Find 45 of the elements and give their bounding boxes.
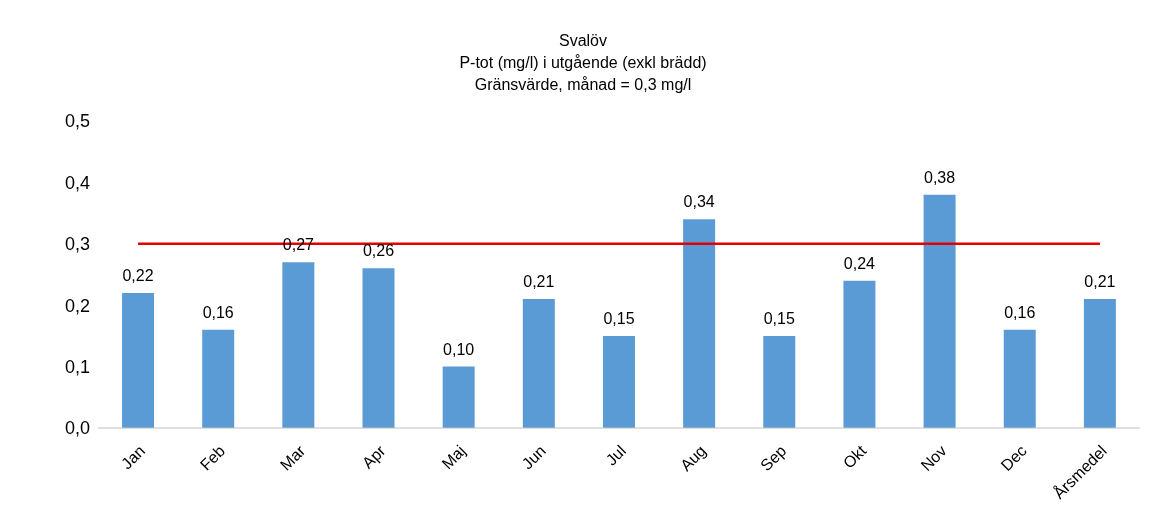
bar [602, 335, 635, 428]
data-label: 0,16 [1004, 303, 1036, 321]
y-tick-label: 0,2 [64, 295, 90, 316]
y-tick-label: 0,1 [64, 356, 90, 377]
x-tick-label: Sep [757, 441, 790, 475]
data-label: 0,24 [843, 254, 876, 272]
data-label: 0,38 [924, 168, 956, 186]
x-tick-label: Jul [602, 442, 630, 469]
bar [362, 268, 395, 428]
data-label: 0,26 [362, 242, 395, 260]
x-tick-label: Jan [117, 442, 149, 473]
data-label: 0,22 [122, 266, 154, 284]
x-tick-label: Dec [997, 442, 1030, 475]
bar [1083, 299, 1116, 428]
bar [202, 329, 235, 428]
bar [442, 366, 475, 428]
bar [122, 292, 155, 428]
y-tick-label: 0,4 [64, 172, 90, 193]
data-label: 0,16 [202, 303, 234, 321]
x-tick-label: Nov [917, 442, 950, 475]
data-label: 0,21 [1084, 273, 1116, 291]
bar [282, 262, 315, 428]
y-tick-label: 0,0 [64, 418, 90, 439]
bar [1003, 329, 1036, 428]
data-label: 0,34 [683, 193, 715, 211]
x-tick-label: Maj [438, 442, 469, 473]
y-tick-label: 0,5 [64, 111, 90, 132]
x-tick-label: Mar [276, 441, 309, 474]
y-tick-label: 0,3 [64, 234, 90, 255]
bar [763, 335, 796, 428]
data-label: 0,15 [603, 309, 635, 327]
bar [522, 299, 555, 428]
data-label: 0,15 [763, 309, 795, 327]
x-tick-label: Feb [196, 441, 229, 474]
x-tick-label: Okt [839, 441, 870, 472]
bar [923, 194, 956, 428]
bar [683, 219, 716, 428]
x-tick-label: Jun [518, 442, 549, 473]
chart-subtitle: P-tot (mg/l) i utgående (exkl brädd) Gränsvärde, månad = 0,3 mg/l [458, 53, 708, 95]
data-label: 0,10 [443, 340, 475, 358]
x-tick-label: Aug [677, 442, 710, 475]
bar [843, 280, 876, 428]
data-label: 0,21 [523, 273, 555, 291]
chart-title: Svalöv [558, 31, 608, 51]
x-tick-label: Apr [358, 441, 390, 472]
